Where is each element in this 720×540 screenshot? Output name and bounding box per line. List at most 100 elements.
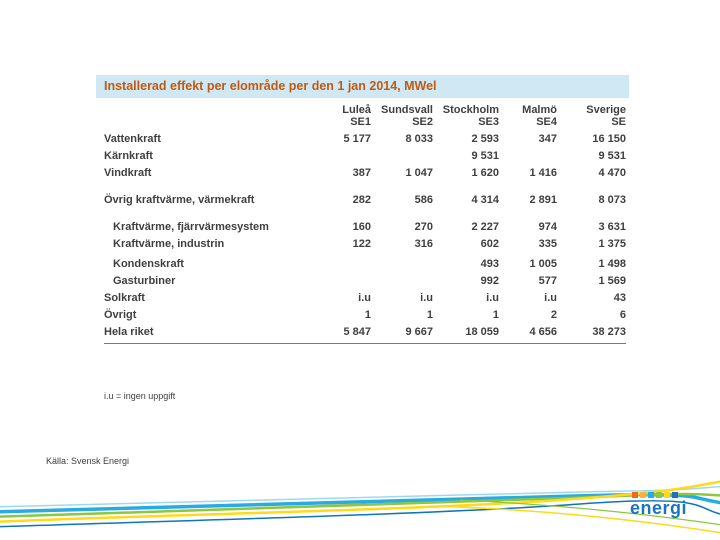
cell-value: 9 531 [471,150,499,162]
cell-value: 2 227 [471,221,499,233]
cell-value: 2 593 [471,133,499,145]
svensk-energi-logo: energi [630,492,710,519]
cell-value: 1 [426,309,433,321]
cell-value: 4 470 [598,167,626,179]
table-row: Övrig kraftvärme, värmekraft 282 586 4 3… [104,192,626,209]
cell-value: 1 375 [598,238,626,250]
swoosh-decoration [0,480,720,534]
column-code: SE3 [478,116,499,128]
cell-value: 5 177 [343,133,371,145]
cell-value: 347 [538,133,557,145]
column-header: Malmö SE4 [499,104,557,128]
row-label: Vattenkraft [104,133,161,145]
row-label: Vindkraft [104,167,152,179]
cell-value: 160 [352,221,371,233]
row-label: Övrigt [104,309,137,321]
cell-value: 387 [352,167,371,179]
cell-value: 18 059 [465,326,499,338]
cell-value: 1 416 [529,167,557,179]
table-row: Kraftvärme, industrin 122 316 602 335 1 … [104,236,626,253]
logo-square-icon [632,492,638,498]
column-header: Stockholm SE3 [433,104,499,128]
header-spacer [104,104,332,128]
column-header: Sverige SE [557,104,626,128]
column-city: Sundsvall [381,104,433,116]
logo-square-icon [648,492,654,498]
logo-square-icon [672,492,678,498]
cell-value: 43 [613,292,626,304]
column-header: Luleå SE1 [332,104,371,128]
column-city: Luleå [342,104,371,116]
column-city: Sverige [586,104,626,116]
table-row: Vattenkraft 5 177 8 033 2 593 347 16 150 [104,131,626,148]
cell-value: 9 531 [598,150,626,162]
cell-value: 1 498 [598,258,626,270]
cell-value [332,273,371,290]
cell-value: 122 [352,238,371,250]
cell-value: 586 [414,194,433,206]
cell-value: 5 847 [343,326,371,338]
cell-value [332,256,371,273]
table-row: Kärnkraft 9 531 9 531 [104,148,626,165]
cell-value: i.u [544,292,557,304]
cell-value: 1 569 [598,275,626,287]
cell-value: 3 631 [598,221,626,233]
cell-value: 8 073 [598,194,626,206]
cell-value [371,273,433,290]
cell-value: 493 [480,258,499,270]
logo-wordmark: energi [630,498,688,518]
logo-square-icon [640,492,646,498]
cell-value: i.u [486,292,499,304]
cell-value: 2 891 [529,194,557,206]
cell-value [499,148,557,165]
column-code: SE4 [536,116,557,128]
logo-square-icon [664,492,670,498]
cell-value: 8 033 [405,133,433,145]
table-row: Kondenskraft 493 1 005 1 498 [104,256,626,273]
cell-value [371,148,433,165]
cell-value: 335 [538,238,557,250]
cell-value: 992 [480,275,499,287]
cell-value: 282 [352,194,371,206]
cell-value: 1 [492,309,499,321]
table-row: Solkraft i.u i.u i.u i.u 43 [104,290,626,307]
column-city: Stockholm [442,104,499,116]
cell-value: 1 005 [529,258,557,270]
table-row: Vindkraft 387 1 047 1 620 1 416 4 470 [104,165,626,182]
column-city: Malmö [522,104,557,116]
cell-value: 4 314 [471,194,499,206]
logo-square-icon [656,492,662,498]
table-row-total: Hela riket 5 847 9 667 18 059 4 656 38 2… [104,324,626,344]
cell-value: 1 [364,309,371,321]
row-label: Hela riket [104,326,154,338]
cell-value: 16 150 [592,133,626,145]
source-text: Källa: Svensk Energi [46,456,130,466]
row-label: Kraftvärme, fjärrvärmesystem [113,221,269,233]
cell-value: 1 047 [405,167,433,179]
row-label: Övrig kraftvärme, värmekraft [104,194,255,206]
row-label: Kondenskraft [113,258,184,270]
column-code: SE2 [412,116,433,128]
slide-title: Installerad effekt per elområde per den … [96,75,629,98]
cell-value: 9 667 [405,326,433,338]
column-code: SE [611,116,626,128]
cell-value: 4 656 [529,326,557,338]
table-header-row: Luleå SE1 Sundsvall SE2 Stockholm SE3 Ma… [104,104,626,128]
row-label: Gasturbiner [113,275,176,287]
column-code: SE1 [350,116,371,128]
table-row: Kraftvärme, fjärrvärmesystem 160 270 2 2… [104,219,626,236]
cell-value [371,256,433,273]
cell-value: 577 [538,275,557,287]
footnote: i.u = ingen uppgift [104,391,176,401]
data-table: Luleå SE1 Sundsvall SE2 Stockholm SE3 Ma… [104,104,626,344]
cell-value: 1 620 [471,167,499,179]
row-label: Kraftvärme, industrin [113,238,225,250]
cell-value: 2 [550,309,557,321]
table-row: Gasturbiner 992 577 1 569 [104,273,626,290]
cell-value: 602 [480,238,499,250]
cell-value: 38 273 [592,326,626,338]
row-label: Kärnkraft [104,150,153,162]
cell-value: i.u [420,292,433,304]
column-header: Sundsvall SE2 [371,104,433,128]
